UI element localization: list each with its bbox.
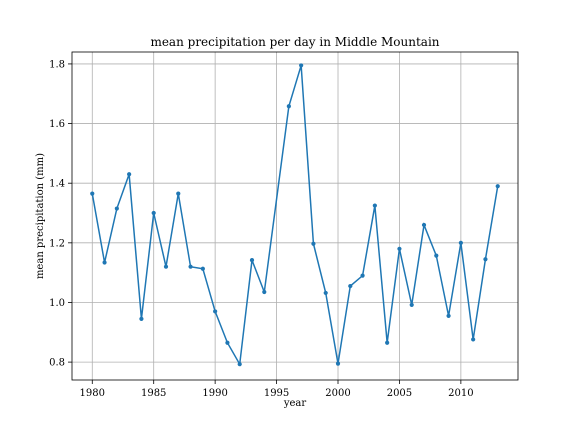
data-point [286, 104, 291, 109]
y-tick-label: 1.4 [49, 179, 65, 190]
data-point [335, 361, 341, 366]
data-point [114, 206, 119, 211]
data-point [483, 257, 488, 262]
plot-frame [71, 51, 519, 381]
data-point [188, 264, 193, 269]
data-point [262, 289, 267, 295]
data-point [163, 264, 169, 269]
data-point [200, 266, 205, 271]
data-point [213, 309, 218, 314]
x-tick-label: 1995 [264, 388, 289, 399]
x-tick-label: 2000 [325, 388, 350, 399]
data-point [311, 241, 316, 246]
y-tick-label: 1.2 [49, 238, 65, 249]
series [90, 63, 500, 367]
x-tick-label: 2010 [448, 388, 473, 399]
x-tick-label: 1980 [80, 388, 105, 399]
data-point [421, 222, 427, 228]
x-axis: 1980 1985 1990 1995 2000 2005 2010 [80, 380, 474, 399]
chart-title: mean precipitation per day in Middle Mou… [150, 35, 439, 49]
data-point [90, 191, 95, 196]
y-tick-label: 1.6 [49, 119, 65, 130]
data-point [458, 240, 463, 245]
data-point [237, 362, 242, 367]
data-point [176, 191, 181, 196]
data-point [139, 316, 144, 321]
data-point [360, 273, 365, 278]
x-axis-label: year [283, 398, 307, 409]
x-tick-label: 2005 [387, 388, 412, 399]
data-point [446, 313, 451, 318]
data-point [372, 203, 377, 208]
data-point [397, 246, 402, 251]
y-tick-label: 1.8 [49, 59, 65, 70]
x-tick-label: 1985 [141, 388, 166, 399]
x-tick-label: 1990 [202, 388, 227, 399]
data-point [127, 172, 132, 177]
y-tick-label: 1.0 [49, 298, 65, 309]
data-point [471, 337, 476, 342]
data-point [225, 340, 230, 345]
grid [72, 52, 518, 380]
data-point [249, 258, 255, 263]
y-tick-label: 0.8 [49, 358, 65, 369]
data-point [495, 184, 500, 189]
data-point [434, 253, 439, 258]
data-point [323, 290, 328, 296]
data-point [348, 283, 353, 289]
data-point [409, 302, 414, 307]
data-point [151, 210, 156, 216]
data-point [299, 63, 304, 68]
data-point [102, 260, 107, 265]
y-axis: 0.8 1.0 1.2 1.4 1.6 1.8 [49, 59, 72, 369]
y-axis-label: mean precipitation (mm) [35, 153, 46, 279]
data-point [385, 340, 390, 345]
